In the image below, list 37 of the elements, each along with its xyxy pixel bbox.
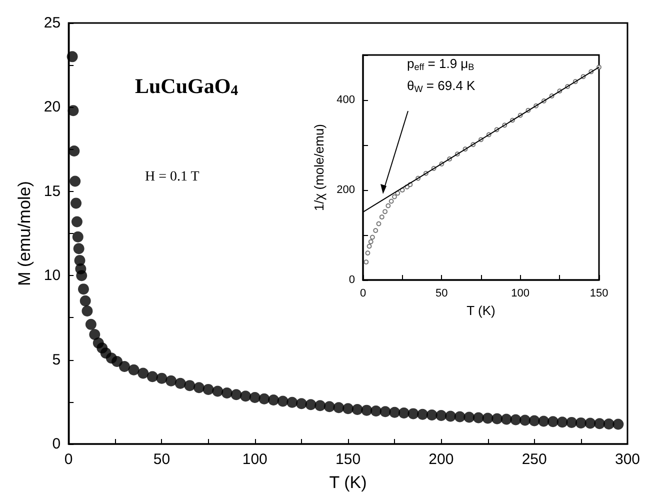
x-tick-label: 150 [336,451,361,468]
annotation: H = 0.1 T [145,170,200,184]
x-axis-title: T (K) [466,302,496,318]
y-tick-label: 15 [44,182,61,200]
point [368,239,374,244]
point [386,203,391,208]
y-tick-label: 400 [336,94,355,106]
y-tick-label: 0 [52,436,61,452]
x-tick-label: 200 [428,451,454,468]
x-tick-label: 50 [153,451,170,468]
point [379,214,384,220]
point [373,228,378,233]
y-axis-title: M (emu/mole) [15,181,34,286]
point [392,194,397,200]
y-tick-label: 200 [336,184,355,196]
point [364,260,369,264]
x-tick-label: 150 [590,288,608,300]
point [370,234,375,240]
x-tick-label: 300 [614,451,640,468]
point [376,221,382,226]
x-tick-label: 100 [242,451,268,468]
y-tick-label: 10 [44,267,61,284]
x-tick-label: 0 [64,451,73,468]
point [365,250,370,256]
y-tick-label: 25 [44,14,61,32]
x-tick-label: 0 [360,288,366,300]
point [366,244,372,249]
x-axis-title: T (K) [329,473,367,492]
point [388,198,394,204]
point [382,209,388,214]
x-tick-label: 250 [522,451,547,468]
y-axis-title: 1/χ (mole/emu) [312,124,327,212]
y-tick-label: 20 [44,98,61,116]
y-tick-label: 5 [52,351,61,368]
x-tick-label: 50 [436,288,448,300]
x-tick-label: 100 [511,288,530,300]
y-tick-label: 0 [348,274,355,286]
